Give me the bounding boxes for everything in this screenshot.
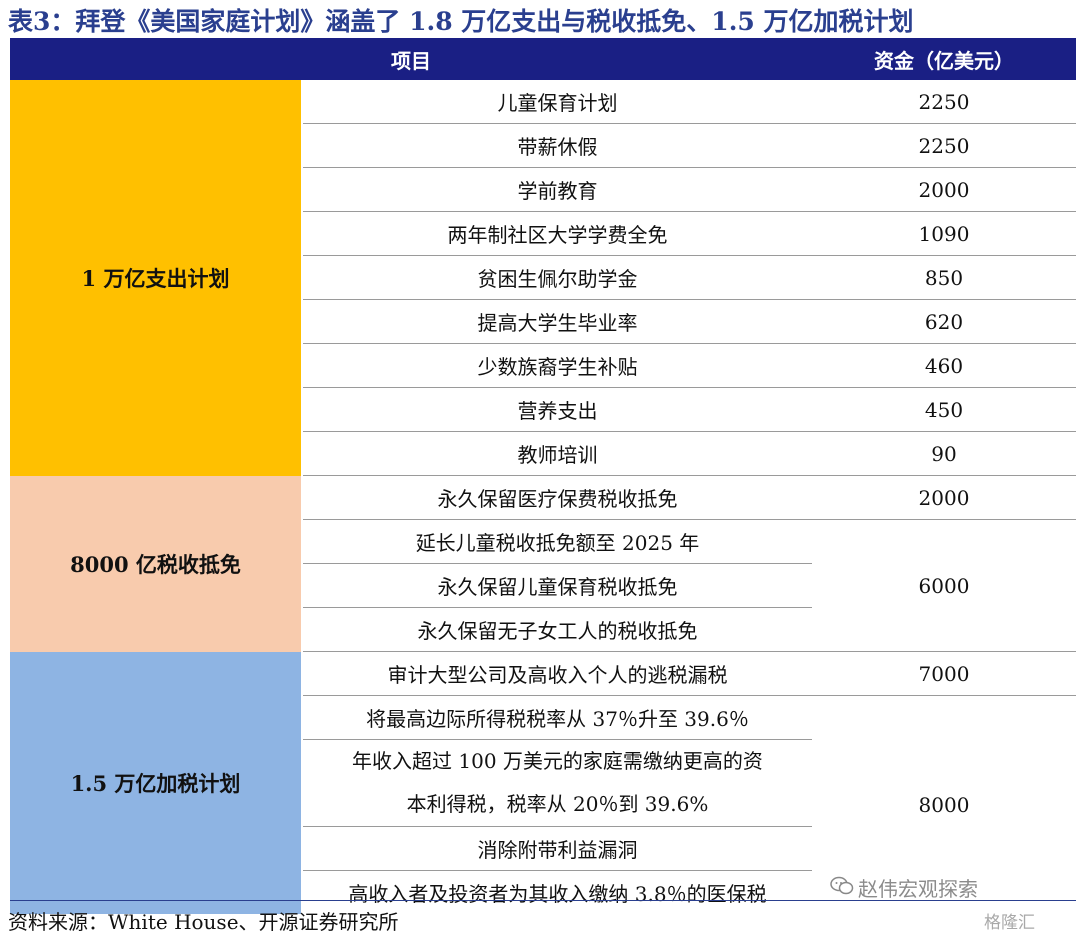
amount-cell: 90 bbox=[812, 431, 1076, 476]
header-amount: 资金（亿美元） bbox=[812, 38, 1076, 80]
watermark-account: 赵伟宏观探索 bbox=[858, 877, 978, 901]
category-spending: 1 万亿支出计划 bbox=[10, 80, 303, 476]
amount-cell: 2000 bbox=[812, 167, 1076, 212]
table-row: 8000 亿税收抵免 永久保留医疗保费税收抵免 2000 bbox=[10, 475, 1076, 652]
amount-cell-merged: 6000 bbox=[812, 519, 1076, 652]
item-cell: 学前教育 bbox=[302, 167, 812, 212]
category-tax-increase: 1.5 万亿加税计划 bbox=[10, 651, 303, 914]
table-header-row: 项目 资金（亿美元） bbox=[10, 38, 1076, 80]
amount-cell: 2000 bbox=[812, 475, 1076, 520]
item-cell: 营养支出 bbox=[302, 387, 812, 432]
item-cell: 少数族裔学生补贴 bbox=[302, 343, 812, 388]
category-tax-credits: 8000 亿税收抵免 bbox=[10, 475, 303, 652]
item-cell: 永久保留无子女工人的税收抵免 bbox=[302, 607, 812, 652]
table-row: 教师培训 90 bbox=[10, 431, 1076, 476]
wechat-icon bbox=[830, 876, 854, 895]
table-row: 高收入者及投资者为其收入缴纳 3.8％的医保税 bbox=[10, 870, 1076, 914]
header-item: 项目 bbox=[10, 38, 812, 80]
source-note: 资料来源：White House、开源证券研究所 bbox=[8, 910, 399, 934]
watermark-site: 格隆汇 bbox=[984, 913, 1035, 933]
item-cell: 审计大型公司及高收入个人的逃税漏税 bbox=[302, 651, 812, 696]
item-cell: 儿童保育计划 bbox=[497, 91, 618, 115]
table-row: 永久保留无子女工人的税收抵免 bbox=[10, 607, 1076, 652]
item-cell: 高收入者及投资者为其收入缴纳 3.8％的医保税 bbox=[302, 870, 812, 914]
amount-cell: 2250 bbox=[812, 123, 1076, 168]
item-cell: 贫困生佩尔助学金 bbox=[302, 255, 812, 300]
amount-cell: 7000 bbox=[812, 651, 1076, 696]
table-bottom-rule bbox=[10, 900, 1076, 901]
amount-cell-merged: 8000 bbox=[812, 695, 1076, 914]
table-row: 消除附带利益漏洞 bbox=[10, 826, 1076, 871]
item-cell: 延长儿童税收抵免额至 2025 年 bbox=[302, 519, 812, 564]
table-row: 永久保留儿童保育税收抵免 bbox=[10, 563, 1076, 608]
item-cell-two-line: 年收入超过 100 万美元的家庭需缴纳更高的资 本利得税，税率从 20％到 39.… bbox=[302, 739, 812, 827]
table-row: 学前教育 2000 bbox=[10, 167, 1076, 212]
table-title: 表3：拜登《美国家庭计划》涵盖了 1.8 万亿支出与税收抵免、1.5 万亿加税计… bbox=[8, 7, 914, 36]
table-row: 提高大学生毕业率 620 bbox=[10, 299, 1076, 344]
item-cell: 将最高边际所得税税率从 37％升至 39.6％ bbox=[302, 695, 812, 740]
amount-cell: 2250 bbox=[918, 89, 970, 114]
funding-table: 项目 资金（亿美元） 1 万亿支出计划 儿童保育计划 2250 带薪休假 225… bbox=[10, 38, 1076, 914]
table-row: 年收入超过 100 万美元的家庭需缴纳更高的资 本利得税，税率从 20％到 39.… bbox=[10, 739, 1076, 827]
item-cell: 永久保留儿童保育税收抵免 bbox=[302, 563, 812, 608]
amount-cell: 450 bbox=[812, 387, 1076, 432]
item-cell: 消除附带利益漏洞 bbox=[302, 826, 812, 871]
amount-cell: 620 bbox=[812, 299, 1076, 344]
item-line-1: 年收入超过 100 万美元的家庭需缴纳更高的资 bbox=[352, 749, 763, 773]
table-row: 贫困生佩尔助学金 850 bbox=[10, 255, 1076, 300]
item-line-2: 本利得税，税率从 20％到 39.6% bbox=[406, 792, 709, 816]
item-cell: 两年制社区大学学费全免 bbox=[302, 211, 812, 256]
table-row: 1 万亿支出计划 儿童保育计划 2250 bbox=[10, 80, 1076, 476]
table-row: 将最高边际所得税税率从 37％升至 39.6％ 8000 bbox=[10, 695, 1076, 914]
table-row: 营养支出 450 bbox=[10, 387, 1076, 432]
amount-cell: 460 bbox=[812, 343, 1076, 388]
item-cell: 教师培训 bbox=[302, 431, 812, 476]
amount-cell: 850 bbox=[812, 255, 1076, 300]
amount-cell: 1090 bbox=[812, 211, 1076, 256]
item-cell: 带薪休假 bbox=[302, 123, 812, 168]
item-cell: 提高大学生毕业率 bbox=[302, 299, 812, 344]
table-row: 带薪休假 2250 bbox=[10, 123, 1076, 168]
table-row: 延长儿童税收抵免额至 2025 年 6000 bbox=[10, 519, 1076, 652]
table-row: 1.5 万亿加税计划 审计大型公司及高收入个人的逃税漏税 7000 bbox=[10, 651, 1076, 914]
table-row: 少数族裔学生补贴 460 bbox=[10, 343, 1076, 388]
table-row: 两年制社区大学学费全免 1090 bbox=[10, 211, 1076, 256]
item-cell: 永久保留医疗保费税收抵免 bbox=[302, 475, 812, 520]
